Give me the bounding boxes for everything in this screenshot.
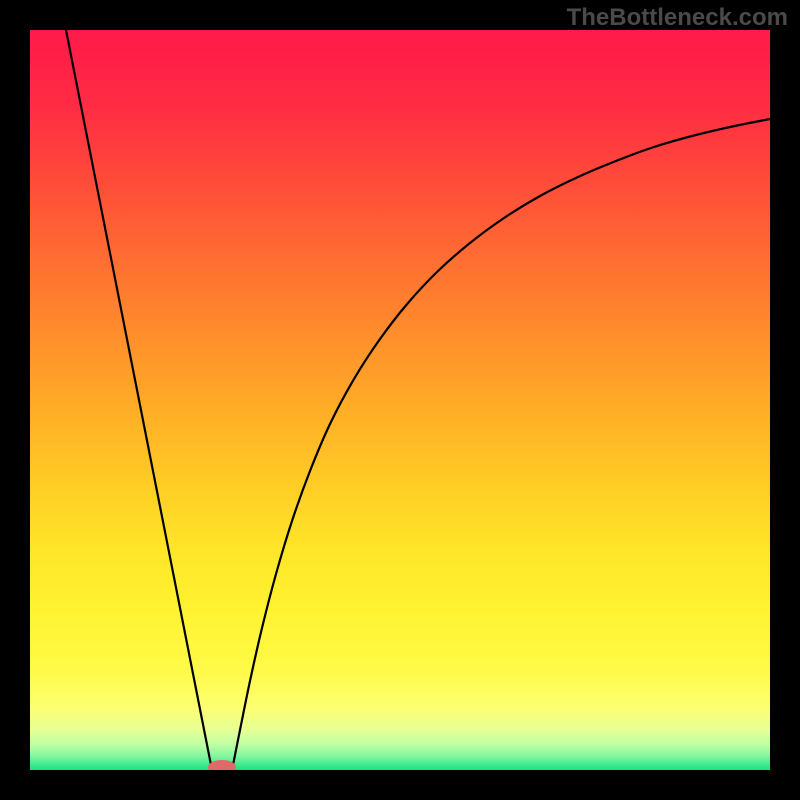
chart-svg [30, 30, 770, 770]
chart-container: TheBottleneck.com [0, 0, 800, 800]
plot-area [30, 30, 770, 770]
gradient-background [30, 30, 770, 770]
watermark: TheBottleneck.com [567, 4, 788, 32]
